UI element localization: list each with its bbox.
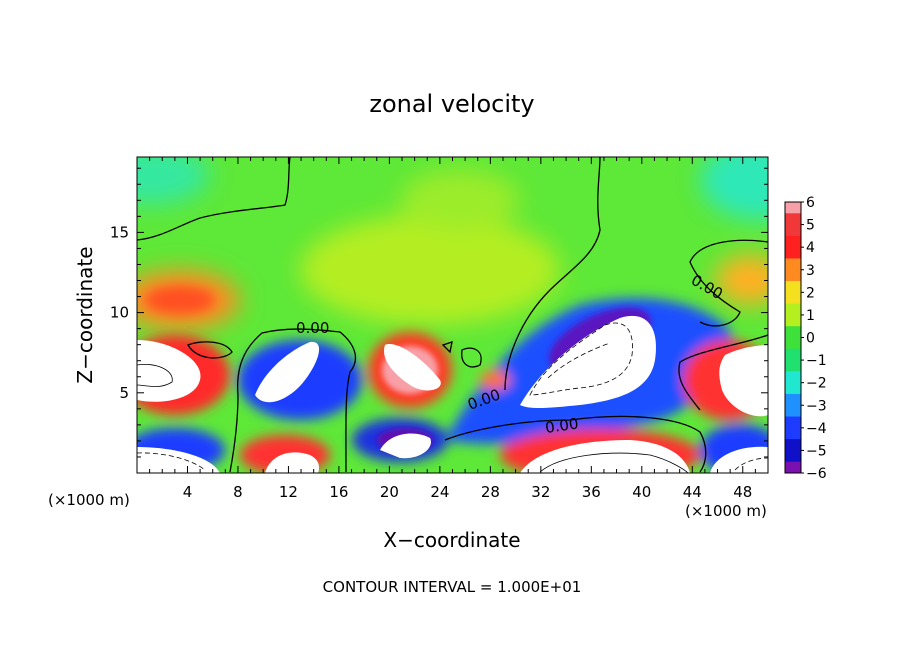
colorbar-band	[785, 303, 801, 316]
colorbar-band	[785, 393, 801, 406]
colorbar-label: 2	[806, 285, 815, 301]
colorbar-label: 4	[806, 240, 815, 256]
colorbar-band	[785, 258, 801, 271]
field-cyan-top-right	[700, 157, 768, 220]
field-saturated-small	[265, 452, 320, 473]
zero-contour-middle	[229, 328, 357, 473]
colorbar-label: −5	[806, 443, 827, 459]
x-tick-label: 48	[733, 483, 752, 501]
colorbar-label: 6	[806, 195, 815, 211]
field-cyan-top-left	[137, 157, 210, 205]
field-saturated-centre	[384, 344, 441, 391]
field-orange-right	[715, 255, 768, 305]
dashed-contour-right	[529, 322, 633, 396]
dashed-contour-bottom-right	[734, 457, 768, 471]
contour-label-1: 0.00	[296, 319, 329, 337]
colorbar-label: −3	[806, 398, 827, 414]
x-tick-label: 40	[632, 483, 651, 501]
y-axis-label: Z−coordinate	[73, 246, 97, 383]
x-axis: 4 8 12 16 20 24 28 32 36 40 44 48	[149, 157, 756, 501]
colorbar-label: 0	[806, 331, 815, 347]
x-tick-label: 28	[481, 483, 500, 501]
field-saturated-centre-left	[255, 341, 320, 403]
x-tick-label: 24	[430, 483, 449, 501]
zero-contour-triangle	[441, 341, 453, 354]
y-tick-label: 5	[119, 384, 129, 402]
x-tick-label: 44	[683, 483, 702, 501]
colorbar-band	[785, 348, 801, 361]
colorbar-band	[785, 439, 801, 451]
field-orange-blob	[480, 370, 510, 390]
velocity-field: 0.00 0.00 0.00 0.00	[137, 157, 768, 473]
colorbar-label: −2	[806, 376, 827, 392]
field-saturated-far-right	[719, 345, 768, 417]
y-tick-label: 10	[110, 304, 129, 322]
colorbar-band	[785, 371, 801, 384]
colorbar-band	[785, 314, 801, 327]
colorbar-band	[785, 461, 801, 474]
dashed-contour-bottom-left	[137, 452, 206, 471]
field-red-left	[145, 286, 215, 314]
x-tick-label: 4	[183, 483, 193, 501]
x-units-right: (×1000 m)	[685, 502, 767, 520]
colorbar-label: 5	[806, 218, 815, 234]
x-tick-label: 16	[329, 483, 348, 501]
colorbar-band	[785, 427, 801, 440]
zero-contour-top-right	[504, 157, 601, 391]
zero-contour-blob-left	[187, 341, 233, 359]
colorbar-band	[785, 235, 801, 248]
x-tick-label: 32	[531, 483, 550, 501]
contour-label-3: 0.00	[544, 414, 580, 436]
colorbar-band	[785, 224, 801, 237]
field-yellowgreen-mid	[300, 215, 560, 325]
zero-contours	[137, 157, 768, 473]
colorbar-band	[785, 213, 801, 226]
colorbar-band	[785, 450, 801, 463]
x-units-left: (×1000 m)	[48, 491, 130, 509]
colorbar-band	[785, 405, 801, 418]
colorbar-band	[785, 326, 801, 338]
colorbar-band	[785, 382, 801, 395]
field-saturated-bottom	[520, 440, 690, 473]
colorbar-label: 3	[806, 263, 815, 279]
solid-contour-left	[137, 363, 173, 387]
colorbar-label: −1	[806, 353, 827, 369]
zero-contour-blob-centre	[461, 347, 482, 368]
colorbar-band	[785, 360, 801, 372]
field-yellowgreen-top	[400, 170, 520, 230]
colorbar-label: −6	[806, 466, 827, 482]
colorbar-band	[785, 202, 801, 214]
zero-contour-right-lower	[678, 334, 768, 411]
colorbar-label: 1	[806, 308, 815, 324]
contour-interval-note: CONTOUR INTERVAL = 1.000E+01	[323, 578, 582, 596]
colorbar-band	[785, 337, 801, 350]
chart-title: zonal velocity	[369, 90, 534, 118]
x-tick-label: 20	[380, 483, 399, 501]
x-tick-label: 36	[582, 483, 601, 501]
zero-contour-low	[444, 415, 707, 473]
field-saturated-right	[520, 315, 656, 409]
x-tick-label: 12	[279, 483, 298, 501]
colorbar-band	[785, 247, 801, 259]
colorbar-band	[785, 416, 801, 429]
colorbar-band	[785, 281, 801, 293]
colorbar-band	[785, 292, 801, 305]
solid-contour-bottom	[539, 452, 689, 473]
y-axis: 5 10 15	[110, 167, 768, 458]
colorbar: 6 5 4 3 2 1 0 −1 −2 −3 −4 −5 −6	[784, 195, 827, 482]
zero-contour-right-upper	[689, 239, 768, 327]
colorbar-band	[785, 269, 801, 282]
field-saturated-lower-centre	[380, 433, 431, 459]
colorbar-label: −4	[806, 421, 827, 437]
zero-contour-top-left	[137, 157, 291, 241]
y-tick-label: 15	[110, 223, 129, 241]
dashed-contour-right-inner	[547, 342, 611, 379]
field-saturated-bottom-right	[710, 446, 768, 473]
interior-contours	[137, 322, 768, 473]
x-axis-label: X−coordinate	[383, 528, 520, 552]
x-tick-label: 8	[233, 483, 243, 501]
